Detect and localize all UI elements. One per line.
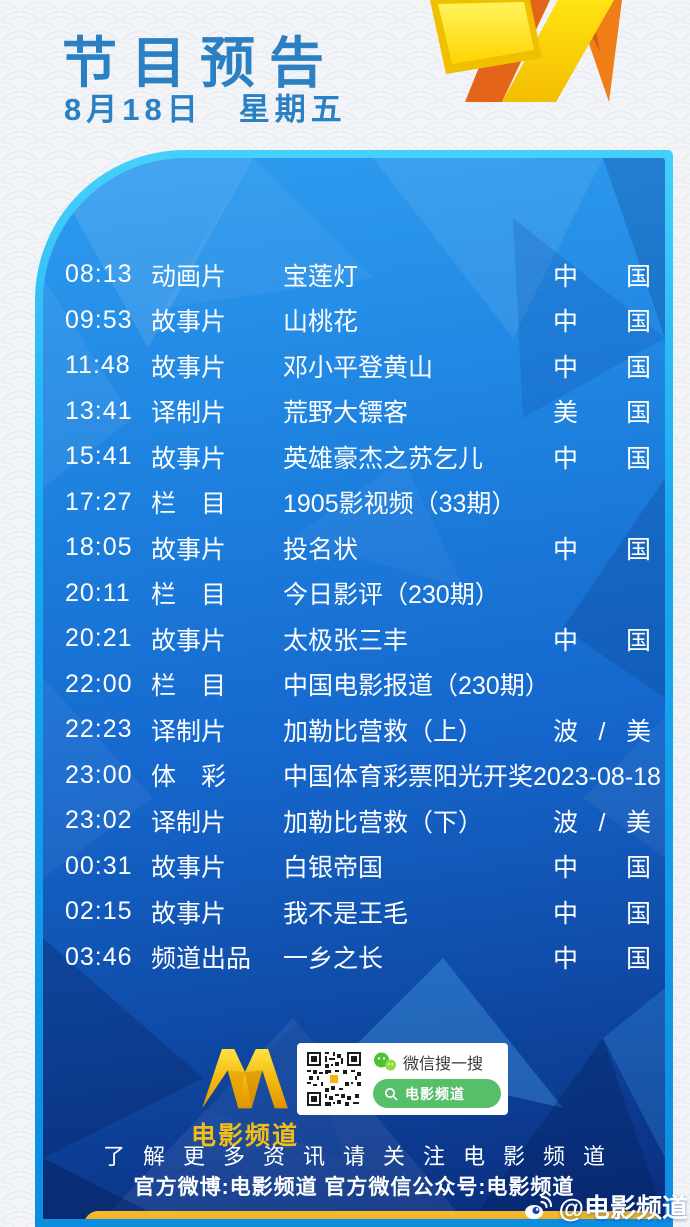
accounts-line: 官方微博:电影频道 官方微信公众号:电影频道: [133, 1176, 575, 1199]
lowpoly-background-facets: [43, 158, 665, 1219]
schedule-row: 09:53 故事片 山桃花 中国: [43, 298, 665, 344]
schedule-row: 03:46 频道出品 一乡之长 中国: [43, 935, 665, 981]
program-title: 白银帝国: [283, 854, 384, 883]
schedule-row: 15:41 故事片 英雄豪杰之苏乞儿 中国: [43, 434, 665, 480]
program-type: 栏 目: [151, 672, 227, 701]
schedule-row: 23:02 译制片 加勒比营救（下） 波/美: [43, 798, 665, 844]
program-type: 故事片: [151, 899, 227, 928]
schedule-row: 22:23 译制片 加勒比营救（上） 波/美: [43, 707, 665, 753]
program-title: 宝莲灯: [283, 262, 359, 291]
program-type: 故事片: [151, 535, 227, 564]
program-time: 08:13: [65, 260, 133, 289]
program-time: 23:02: [65, 806, 133, 835]
program-title: 加勒比营救（下）: [283, 808, 484, 837]
program-region: 中国: [553, 353, 651, 382]
program-region: 中国: [553, 626, 651, 655]
schedule-row: 02:15 故事片 我不是王毛 中国: [43, 889, 665, 935]
program-region: 中国: [553, 854, 651, 883]
program-type: 动画片: [151, 262, 227, 291]
program-region: 中国: [553, 308, 651, 337]
program-type: 故事片: [151, 353, 227, 382]
search-icon: [385, 1087, 398, 1100]
schedule-row: 23:00 体 彩 中国体育彩票阳光开奖2023-08-18: [43, 753, 665, 799]
program-title: 英雄豪杰之苏乞儿: [283, 444, 484, 473]
schedule-row: 20:11 栏 目 今日影评（230期）: [43, 571, 665, 617]
program-time: 17:27: [65, 487, 133, 516]
program-title: 太极张三丰: [283, 626, 409, 655]
channel-name: 电影频道: [190, 1122, 299, 1150]
schedule-row: 18:05 故事片 投名状 中国: [43, 525, 665, 571]
program-type: 故事片: [151, 308, 227, 337]
program-type: 故事片: [151, 626, 227, 655]
schedule-row: 00:31 故事片 白银帝国 中国: [43, 844, 665, 890]
program-time: 11:48: [65, 351, 131, 380]
program-time: 20:11: [65, 578, 131, 607]
program-title: 1905影视频（33期）: [283, 490, 517, 519]
schedule-row: 17:27 栏 目 1905影视频（33期）: [43, 480, 665, 526]
program-type: 频道出品: [151, 945, 252, 974]
channel-logo: 电影频道: [179, 1044, 311, 1152]
wechat-search-pill[interactable]: 电影频道: [373, 1079, 501, 1108]
program-title: 荒野大镖客: [283, 399, 409, 428]
page-title: 节目预告: [62, 32, 339, 94]
program-time: 22:00: [65, 669, 133, 698]
schedule-row: 11:48 故事片 邓小平登黄山 中国: [43, 343, 665, 389]
program-title: 山桃花: [283, 308, 359, 337]
program-title: 投名状: [283, 535, 359, 564]
program-time: 15:41: [65, 442, 133, 471]
program-type: 译制片: [151, 717, 227, 746]
wechat-search-hint: 微信搜一搜: [403, 1056, 484, 1073]
weibo-badge: @电影频道: [524, 1188, 688, 1225]
program-time: 20:21: [65, 624, 133, 653]
weibo-icon: [524, 1195, 552, 1219]
program-type: 栏 目: [151, 581, 227, 610]
wechat-account: 电影频道: [405, 1085, 465, 1102]
program-title: 加勒比营救（上）: [283, 717, 484, 746]
program-type: 译制片: [151, 808, 227, 837]
program-title: 中国电影报道（230期）: [283, 672, 550, 701]
program-title: 我不是王毛: [283, 899, 409, 928]
promo-line: 了解更多资讯请关注电影频道: [102, 1144, 623, 1169]
program-region: 中国: [553, 444, 651, 473]
program-title: 邓小平登黄山: [283, 353, 434, 382]
schedule-list: 08:13 动画片 宝莲灯 中国 09:53 故事片 山桃花 中国 11:48: [43, 252, 665, 980]
program-title: 一乡之长: [283, 945, 384, 974]
program-type: 体 彩: [151, 763, 227, 792]
schedule-panel: 08:13 动画片 宝莲灯 中国 09:53 故事片 山桃花 中国 11:48: [35, 150, 673, 1227]
program-time: 18:05: [65, 533, 133, 562]
program-time: 23:00: [65, 760, 133, 789]
program-region: 波/美: [553, 717, 651, 746]
wechat-card: 微信搜一搜 电影频道: [297, 1043, 508, 1115]
schedule-row: 08:13 动画片 宝莲灯 中国: [43, 252, 665, 298]
program-type: 栏 目: [151, 490, 227, 519]
program-region: 波/美: [553, 808, 651, 837]
program-time: 02:15: [65, 897, 133, 926]
bottom-ribbon: [84, 1211, 663, 1219]
program-time: 22:23: [65, 715, 133, 744]
program-type: 故事片: [151, 854, 227, 883]
program-region: 中国: [553, 262, 651, 291]
schedule-row: 13:41 译制片 荒野大镖客 美国: [43, 389, 665, 435]
corner-ribbon-decoration: [430, 0, 622, 102]
program-time: 13:41: [65, 396, 133, 425]
schedule-panel-background: 08:13 动画片 宝莲灯 中国 09:53 故事片 山桃花 中国 11:48: [43, 158, 665, 1219]
program-region: 中国: [553, 535, 651, 564]
program-region: 美国: [553, 399, 651, 428]
schedule-row: 20:21 故事片 太极张三丰 中国: [43, 616, 665, 662]
program-time: 09:53: [65, 305, 133, 334]
weibo-handle: @电影频道: [558, 1193, 688, 1223]
program-title: 中国体育彩票阳光开奖2023-08-18: [283, 763, 661, 792]
m-logo-icon: [202, 1048, 288, 1109]
header-date: 8月18日 星期五: [64, 92, 347, 127]
program-type: 故事片: [151, 444, 227, 473]
program-type: 译制片: [151, 399, 227, 428]
program-region: 中国: [553, 945, 651, 974]
program-title: 今日影评（230期）: [283, 581, 500, 610]
wechat-icon: [374, 1052, 396, 1071]
qr-code: [305, 1050, 363, 1108]
schedule-row: 22:00 栏 目 中国电影报道（230期）: [43, 662, 665, 708]
program-time: 00:31: [65, 851, 133, 880]
program-time: 03:46: [65, 942, 133, 971]
program-region: 中国: [553, 899, 651, 928]
